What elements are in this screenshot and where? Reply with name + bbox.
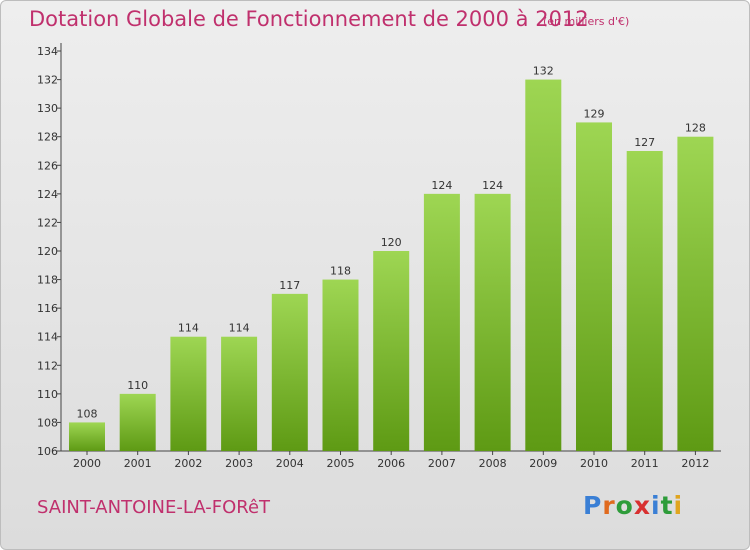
y-tick-label: 116 xyxy=(37,302,58,315)
bar-2005 xyxy=(322,279,359,451)
data-label: 124 xyxy=(431,179,452,192)
y-tick-label: 110 xyxy=(37,388,58,401)
y-tick-label: 108 xyxy=(37,416,58,429)
data-label: 127 xyxy=(634,136,655,149)
y-tick-label: 124 xyxy=(37,188,58,201)
logo-letter: i xyxy=(651,491,661,520)
logo-letter: o xyxy=(615,491,634,520)
x-tick-label: 2000 xyxy=(73,457,101,470)
x-tick-label: 2004 xyxy=(276,457,304,470)
data-label: 129 xyxy=(584,107,605,120)
proxiti-logo[interactable]: Proxiti xyxy=(583,491,683,520)
y-tick-label: 134 xyxy=(37,45,58,58)
x-tick-label: 2012 xyxy=(681,457,709,470)
y-tick-label: 132 xyxy=(37,74,58,87)
commune-name: SAINT-ANTOINE-LA-FORêT xyxy=(37,497,271,518)
logo-letter: x xyxy=(633,491,651,520)
x-tick-label: 2011 xyxy=(631,457,659,470)
bar-2008 xyxy=(474,193,511,451)
logo-letter: r xyxy=(602,491,616,520)
bar-2001 xyxy=(119,393,156,451)
x-tick-label: 2007 xyxy=(428,457,456,470)
bar-2006 xyxy=(373,251,410,451)
x-tick-label: 2008 xyxy=(479,457,507,470)
y-tick-label: 112 xyxy=(37,359,58,372)
y-tick-label: 128 xyxy=(37,131,58,144)
bar-2011 xyxy=(626,151,663,451)
y-tick-label: 126 xyxy=(37,159,58,172)
x-tick-label: 2001 xyxy=(124,457,152,470)
x-tick-label: 2002 xyxy=(174,457,202,470)
data-label: 108 xyxy=(77,407,98,420)
y-tick-label: 120 xyxy=(37,245,58,258)
bar-2010 xyxy=(576,122,612,451)
logo-letter: t xyxy=(660,491,674,520)
y-tick-label: 106 xyxy=(37,445,58,458)
data-label: 114 xyxy=(178,322,199,335)
data-label: 120 xyxy=(381,236,402,249)
y-tick-label: 118 xyxy=(37,274,58,287)
chart-title: Dotation Globale de Fonctionnement de 20… xyxy=(29,7,589,31)
x-tick-label: 2005 xyxy=(327,457,355,470)
logo-letter: i xyxy=(673,491,684,520)
bar-2000 xyxy=(69,422,105,451)
logo-letter: P xyxy=(583,491,603,520)
data-label: 128 xyxy=(685,122,706,135)
data-label: 114 xyxy=(229,322,250,335)
x-tick-label: 2006 xyxy=(377,457,405,470)
x-tick-label: 2009 xyxy=(529,457,557,470)
data-label: 124 xyxy=(482,179,503,192)
data-label: 118 xyxy=(330,265,351,278)
data-label: 110 xyxy=(127,379,148,392)
bar-2004 xyxy=(271,293,308,451)
data-label: 132 xyxy=(533,65,554,78)
y-tick-label: 122 xyxy=(37,216,58,229)
x-tick-label: 2003 xyxy=(225,457,253,470)
data-label: 117 xyxy=(279,279,300,292)
bar-2007 xyxy=(423,193,460,451)
chart-subtitle: (en milliers d'€) xyxy=(543,15,630,28)
bar-2002 xyxy=(170,336,207,451)
bar-2009 xyxy=(525,79,562,452)
y-tick-label: 130 xyxy=(37,102,58,115)
bar-2003 xyxy=(221,336,258,451)
y-tick-label: 114 xyxy=(37,331,58,344)
x-tick-label: 2010 xyxy=(580,457,608,470)
bar-2012 xyxy=(677,136,714,451)
